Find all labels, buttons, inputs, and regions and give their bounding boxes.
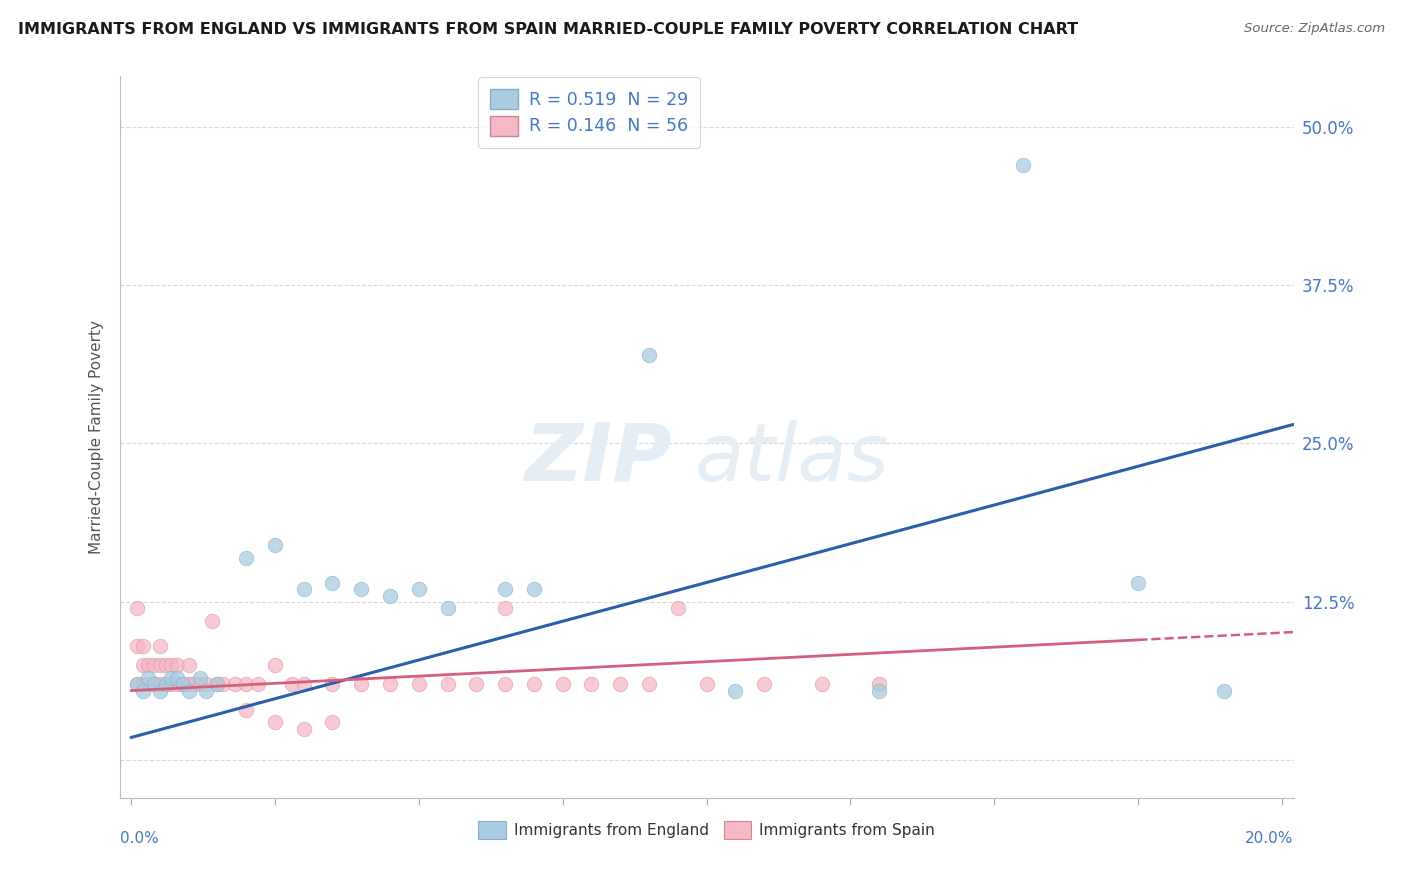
Point	[581, 677, 603, 691]
Point	[131, 677, 153, 691]
Point	[292, 722, 315, 736]
Point	[143, 677, 166, 691]
Legend: Immigrants from England, Immigrants from Spain: Immigrants from England, Immigrants from…	[472, 815, 941, 845]
Point	[131, 658, 153, 673]
Point	[207, 677, 229, 691]
Point	[292, 582, 315, 597]
Point	[149, 677, 172, 691]
Point	[166, 671, 188, 685]
Point	[235, 677, 257, 691]
Point	[321, 715, 343, 730]
Point	[136, 671, 159, 685]
Point	[638, 677, 661, 691]
Point	[752, 677, 775, 691]
Y-axis label: Married-Couple Family Poverty: Married-Couple Family Poverty	[89, 320, 104, 554]
Point	[149, 658, 172, 673]
Point	[868, 683, 890, 698]
Point	[160, 658, 183, 673]
Point	[246, 677, 269, 691]
Point	[281, 677, 304, 691]
Point	[143, 658, 166, 673]
Point	[125, 677, 148, 691]
Point	[666, 601, 689, 615]
Point	[160, 671, 183, 685]
Point	[155, 658, 177, 673]
Point	[868, 677, 890, 691]
Point	[160, 677, 183, 691]
Point	[465, 677, 488, 691]
Point	[1213, 683, 1236, 698]
Point	[724, 683, 747, 698]
Point	[177, 658, 200, 673]
Point	[408, 582, 430, 597]
Text: ZIP: ZIP	[524, 420, 671, 498]
Point	[177, 677, 200, 691]
Point	[264, 715, 287, 730]
Point	[188, 671, 211, 685]
Point	[235, 550, 257, 565]
Point	[378, 677, 401, 691]
Point	[155, 677, 177, 691]
Point	[494, 582, 516, 597]
Point	[166, 677, 188, 691]
Point	[638, 348, 661, 362]
Point	[131, 683, 153, 698]
Point	[235, 703, 257, 717]
Point	[177, 683, 200, 698]
Point	[292, 677, 315, 691]
Point	[149, 683, 172, 698]
Point	[1012, 157, 1035, 171]
Point	[131, 639, 153, 653]
Point	[494, 677, 516, 691]
Point	[183, 677, 205, 691]
Text: 20.0%: 20.0%	[1246, 831, 1294, 846]
Point	[166, 658, 188, 673]
Point	[125, 677, 148, 691]
Point	[155, 677, 177, 691]
Point	[194, 677, 217, 691]
Point	[149, 639, 172, 653]
Point	[551, 677, 574, 691]
Point	[1126, 575, 1149, 590]
Point	[264, 538, 287, 552]
Text: 0.0%: 0.0%	[120, 831, 159, 846]
Point	[200, 614, 222, 628]
Point	[125, 601, 148, 615]
Text: Source: ZipAtlas.com: Source: ZipAtlas.com	[1244, 22, 1385, 36]
Point	[696, 677, 718, 691]
Point	[136, 677, 159, 691]
Point	[172, 677, 194, 691]
Point	[350, 677, 373, 691]
Point	[609, 677, 631, 691]
Point	[125, 639, 148, 653]
Point	[224, 677, 246, 691]
Point	[172, 677, 194, 691]
Point	[143, 677, 166, 691]
Point	[436, 677, 458, 691]
Point	[207, 677, 229, 691]
Point	[408, 677, 430, 691]
Point	[378, 589, 401, 603]
Point	[212, 677, 235, 691]
Point	[350, 582, 373, 597]
Point	[194, 683, 217, 698]
Point	[321, 677, 343, 691]
Point	[188, 677, 211, 691]
Text: IMMIGRANTS FROM ENGLAND VS IMMIGRANTS FROM SPAIN MARRIED-COUPLE FAMILY POVERTY C: IMMIGRANTS FROM ENGLAND VS IMMIGRANTS FR…	[18, 22, 1078, 37]
Point	[523, 677, 546, 691]
Text: atlas: atlas	[695, 420, 890, 498]
Point	[494, 601, 516, 615]
Point	[523, 582, 546, 597]
Point	[264, 658, 287, 673]
Point	[436, 601, 458, 615]
Point	[136, 658, 159, 673]
Point	[321, 575, 343, 590]
Point	[810, 677, 832, 691]
